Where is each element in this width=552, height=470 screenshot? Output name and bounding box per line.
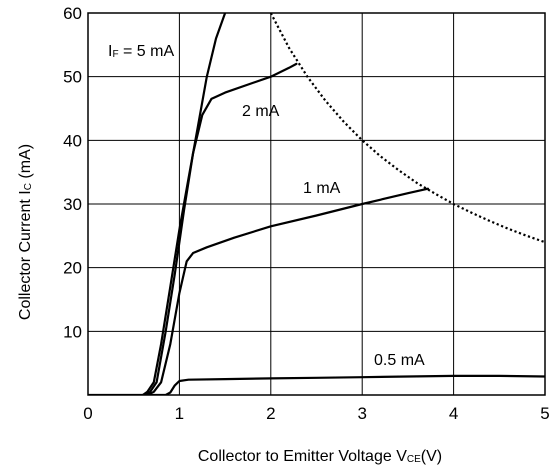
x-tick-label: 3 <box>357 404 366 423</box>
x-tick-label: 5 <box>540 404 549 423</box>
curve-label: 0.5 mA <box>374 352 425 369</box>
x-tick-label: 1 <box>175 404 184 423</box>
grid <box>88 13 545 395</box>
curve-label: 1 mA <box>303 180 341 197</box>
y-axis-title: Collector Current IC (mA) <box>17 144 34 320</box>
y-tick-labels: 10 20 30 40 50 60 <box>63 4 82 341</box>
y-tick-label: 60 <box>63 4 82 23</box>
x-tick-labels: 0 1 2 3 4 5 <box>83 404 549 423</box>
y-tick-label: 30 <box>63 195 82 214</box>
curve-label: 2 mA <box>242 103 280 120</box>
y-tick-label: 50 <box>63 68 82 87</box>
x-axis-title: Collector to Emitter Voltage VCE(V) <box>198 448 442 465</box>
curve-labels: IF = 5 mA 2 mA 1 mA 0.5 mA <box>108 43 425 369</box>
curves <box>88 13 545 395</box>
y-tick-label: 40 <box>63 131 82 150</box>
dotted-limit-curve <box>269 13 545 244</box>
series-line <box>146 187 430 395</box>
y-tick-label: 10 <box>63 322 82 341</box>
x-tick-label: 4 <box>449 404 458 423</box>
y-tick-label: 20 <box>63 259 82 278</box>
series-line <box>88 374 545 395</box>
series-line <box>143 62 298 395</box>
curve-label: IF = 5 mA <box>108 43 174 60</box>
series-line <box>141 13 227 395</box>
x-tick-label: 0 <box>83 404 92 423</box>
x-tick-label: 2 <box>266 404 275 423</box>
plot-frame <box>87 12 546 396</box>
